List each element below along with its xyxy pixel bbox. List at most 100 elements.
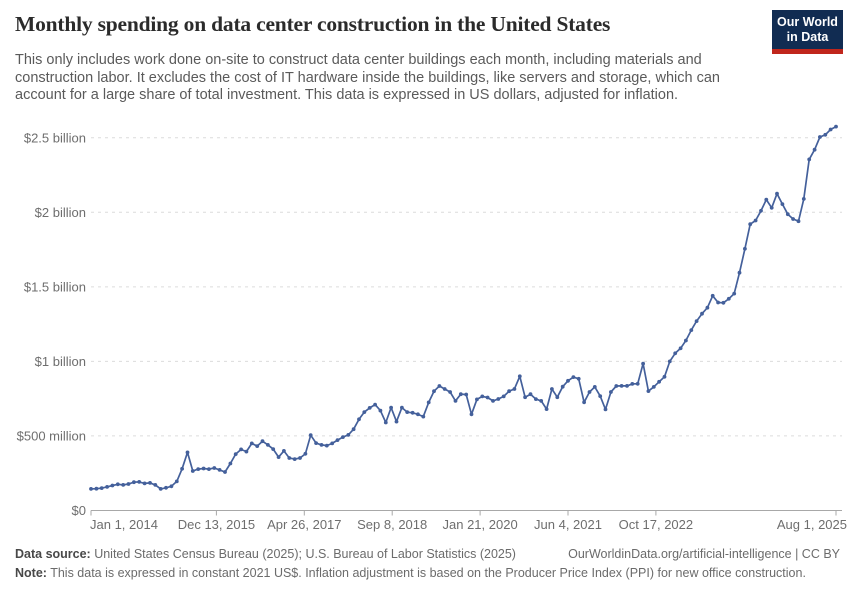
data-point [126, 482, 131, 486]
data-point [405, 410, 410, 414]
y-tick-label: $2 billion [35, 205, 86, 220]
data-point [812, 147, 817, 152]
data-point [609, 390, 613, 394]
data-point [528, 392, 533, 397]
data-point [834, 124, 838, 129]
data-point [308, 433, 313, 438]
x-tick-label: Oct 17, 2022 [619, 517, 693, 532]
data-point [362, 410, 367, 414]
data-point [705, 305, 710, 310]
data-point [426, 400, 431, 405]
data-point [174, 479, 179, 484]
data-point [485, 395, 490, 400]
data-point [464, 392, 469, 397]
data-point [721, 300, 726, 305]
data-point [137, 480, 142, 484]
x-tick-label: Jun 4, 2021 [534, 517, 602, 532]
data-point [785, 212, 790, 217]
data-point [491, 399, 495, 403]
data-point [818, 135, 822, 139]
data-point [400, 405, 404, 410]
owid-link: OurWorldinData.org/artificial-intelligen… [568, 547, 840, 561]
data-point [614, 384, 619, 388]
data-source-text: Data source: United States Census Bureau… [15, 547, 516, 561]
data-point [324, 443, 329, 448]
data-point [678, 346, 683, 351]
data-point [507, 389, 511, 394]
data-point [164, 485, 168, 490]
note-label: Note: [15, 566, 47, 580]
data-point [667, 359, 672, 364]
data-point [121, 483, 126, 487]
data-point [185, 450, 190, 455]
data-point [389, 405, 393, 410]
data-point [743, 246, 747, 251]
data-point [153, 483, 158, 487]
data-point [582, 400, 586, 405]
data-point [132, 480, 136, 485]
data-point [544, 407, 549, 411]
data-point [592, 385, 597, 389]
data-point [673, 351, 678, 356]
data-point [282, 449, 286, 453]
data-point [110, 483, 115, 488]
data-point [239, 447, 244, 452]
data-point [828, 127, 833, 132]
chart-subtitle: This only includes work done on-site to … [15, 52, 720, 103]
data-point [694, 319, 699, 323]
footer-note-row: Note: This data is expressed in constant… [15, 564, 840, 583]
data-point [276, 455, 281, 459]
data-point [287, 456, 292, 460]
data-point [271, 447, 276, 451]
data-point [662, 374, 667, 379]
data-point [619, 384, 624, 388]
data-point [416, 412, 420, 417]
data-point [716, 300, 720, 305]
data-point [539, 399, 544, 403]
data-point [330, 441, 335, 446]
data-point [351, 427, 356, 432]
data-point [684, 338, 688, 343]
data-point [217, 468, 222, 472]
data-point [791, 217, 795, 221]
data-point [99, 486, 104, 490]
data-point [432, 389, 436, 394]
data-point [769, 205, 774, 210]
data-point [523, 395, 527, 400]
data-point [207, 467, 211, 471]
data-point [732, 291, 737, 296]
owid-logo-line1: Our World [777, 15, 838, 29]
data-point [244, 449, 249, 454]
x-tick-label: Sep 8, 2018 [357, 517, 427, 532]
data-point [448, 390, 452, 394]
data-point [410, 410, 415, 415]
data-point [453, 399, 458, 403]
data-point [646, 389, 651, 393]
data-point [303, 451, 308, 456]
data-point [260, 439, 265, 444]
data-point [475, 397, 479, 402]
data-point [748, 222, 753, 227]
data-point [158, 487, 163, 491]
series-line [90, 125, 837, 490]
data-point [148, 481, 152, 485]
data-point [759, 208, 763, 213]
data-point [292, 457, 297, 461]
data-point [346, 433, 351, 437]
data-point [641, 361, 645, 366]
footer-source-row: Data source: United States Census Bureau… [15, 545, 840, 564]
data-point [437, 384, 442, 388]
data-point [469, 412, 474, 417]
data-point [796, 219, 801, 224]
y-tick-label: $1 billion [35, 354, 86, 369]
data-point [249, 441, 254, 446]
data-point [726, 296, 731, 301]
data-point [169, 484, 174, 489]
x-tick-label: Aug 1, 2025 [777, 517, 847, 532]
data-point [180, 466, 185, 471]
data-point [700, 311, 704, 316]
x-tick-label: Dec 13, 2015 [178, 517, 255, 532]
data-point [501, 394, 506, 399]
y-tick-label: $500 million [17, 428, 86, 443]
